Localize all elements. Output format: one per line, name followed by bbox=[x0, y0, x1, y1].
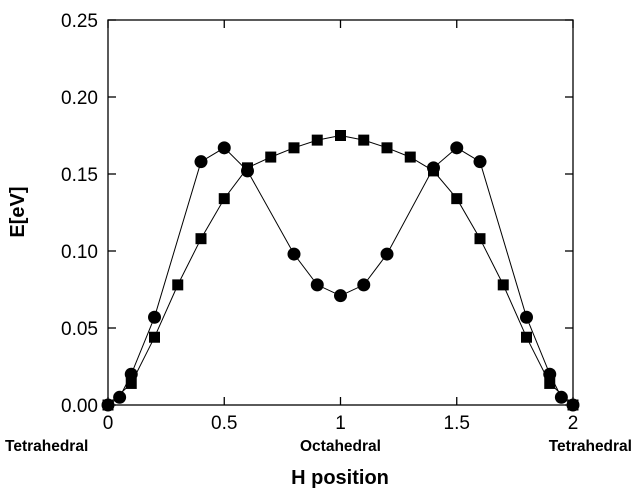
circle-marker bbox=[217, 141, 231, 155]
square-marker bbox=[335, 130, 346, 141]
circle-marker bbox=[194, 155, 208, 169]
circle-marker bbox=[520, 310, 533, 324]
circle-marker bbox=[334, 289, 347, 303]
circle-marker bbox=[287, 247, 301, 261]
y-tick-label: 0.00 bbox=[61, 396, 98, 417]
circle-marker bbox=[310, 278, 324, 292]
square-marker bbox=[172, 279, 184, 291]
square-marker bbox=[102, 399, 114, 411]
series-line-square bbox=[107, 134, 574, 406]
square-marker bbox=[404, 151, 416, 163]
x-tick-label: 2 bbox=[568, 413, 579, 434]
axis-ticks bbox=[107, 19, 574, 406]
tick-labels: 0 0.5 1 1.5 2 0.00 0.05 0.10 0.15 0.20 0.25 bbox=[61, 11, 578, 434]
circle-marker bbox=[380, 247, 394, 261]
square-marker bbox=[288, 142, 300, 154]
site-label: Tetrahedral bbox=[549, 438, 632, 455]
x-axis-title: H position bbox=[291, 467, 389, 489]
series-line-circle bbox=[107, 147, 574, 406]
site-labels: Tetrahedral Octahedral Tetrahedral bbox=[5, 438, 632, 455]
circle-marker bbox=[357, 278, 371, 292]
square-marker bbox=[474, 233, 486, 245]
x-tick-label: 0 bbox=[103, 413, 114, 434]
square-marker bbox=[149, 331, 160, 343]
circle-marker bbox=[543, 367, 557, 381]
circle-marker bbox=[554, 390, 568, 404]
circle-marker bbox=[473, 155, 487, 169]
x-tick-label: 1 bbox=[335, 413, 346, 434]
site-label: Octahedral bbox=[300, 438, 381, 455]
circle-marker bbox=[124, 367, 138, 381]
square-marker bbox=[265, 151, 277, 163]
square-marker bbox=[428, 165, 439, 177]
y-axis-title: E[eV] bbox=[7, 186, 29, 237]
square-marker bbox=[567, 399, 579, 411]
circle-marker bbox=[113, 390, 127, 404]
square-marker bbox=[125, 377, 137, 389]
square-marker bbox=[451, 193, 463, 205]
y-tick-label: 0.05 bbox=[61, 319, 98, 340]
plot-frame bbox=[107, 19, 574, 406]
square-marker bbox=[311, 134, 323, 146]
circle-marker bbox=[148, 310, 161, 324]
y-tick-label: 0.20 bbox=[61, 88, 98, 109]
x-tick-label: 0.5 bbox=[211, 413, 237, 434]
y-tick-label: 0.15 bbox=[61, 165, 98, 186]
square-marker bbox=[381, 142, 393, 154]
square-marker bbox=[544, 377, 556, 389]
square-marker bbox=[242, 162, 253, 174]
square-marker bbox=[521, 331, 532, 343]
square-marker bbox=[497, 279, 509, 291]
y-tick-label: 0.25 bbox=[61, 11, 98, 32]
series-lines bbox=[107, 134, 574, 406]
square-marker bbox=[195, 233, 207, 245]
y-tick-label: 0.10 bbox=[61, 242, 98, 263]
square-marker bbox=[218, 193, 230, 205]
x-tick-label: 1.5 bbox=[444, 413, 470, 434]
site-label: Tetrahedral bbox=[5, 438, 88, 455]
square-marker bbox=[358, 134, 370, 146]
circle-marker bbox=[450, 141, 464, 155]
data-markers bbox=[101, 130, 580, 412]
